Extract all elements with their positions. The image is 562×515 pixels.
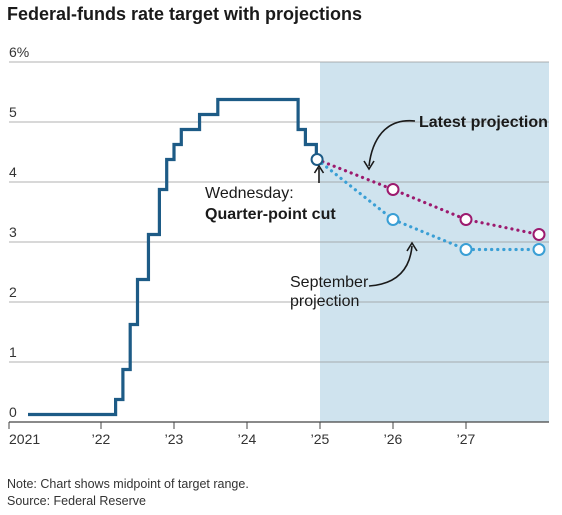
x-tick-label: ’25 — [311, 431, 330, 447]
x-tick-label: ’22 — [92, 431, 111, 447]
chart-source: Source: Federal Reserve — [7, 494, 146, 508]
september-label-line1: September — [290, 274, 369, 291]
chart-title: Federal-funds rate target with projectio… — [7, 4, 363, 24]
y-tick-label: 0 — [9, 404, 17, 420]
chart-plot: 6% 5 4 3 2 1 0 2021 ’22 ’23 ’24 ’25 ’26 ’27 Wednesda… — [8, 44, 549, 447]
grid-lines — [9, 61, 549, 423]
september-projection-arrow — [368, 245, 413, 287]
september-label-line2: projection — [290, 293, 359, 310]
data-point-september — [532, 243, 546, 256]
x-axis: 2021 ’22 ’23 ’24 ’25 ’26 ’27 — [8, 422, 476, 447]
series-layer — [28, 97, 541, 417]
y-tick-label: 5 — [9, 104, 17, 120]
y-tick-label: 2 — [9, 284, 17, 300]
marker-layer — [310, 153, 546, 256]
y-tick-label: 6% — [9, 44, 29, 60]
series-line-actual — [28, 97, 320, 417]
series-line-september — [315, 157, 541, 252]
september-projection-arrowhead — [406, 241, 418, 252]
latest-projection-label: Latest projection — [419, 114, 548, 131]
data-point-current — [310, 153, 324, 166]
cut-annotation-line2: Quarter-point cut — [205, 206, 336, 223]
data-point-september — [386, 213, 400, 226]
latest-projection-arrow — [368, 120, 416, 167]
data-point-latest — [532, 228, 546, 241]
x-tick-label: ’27 — [457, 431, 476, 447]
y-axis: 6% 5 4 3 2 1 0 — [9, 44, 29, 420]
x-tick-label: 2021 — [9, 431, 40, 447]
y-tick-label: 4 — [9, 164, 17, 180]
latest-projection-arrowhead — [363, 160, 375, 171]
data-point-latest — [459, 213, 473, 226]
x-tick-label: ’26 — [384, 431, 403, 447]
y-tick-label: 1 — [9, 344, 17, 360]
data-point-september — [459, 243, 473, 256]
cut-annotation-line1: Wednesday: — [205, 185, 294, 202]
cut-arrowhead — [313, 164, 325, 174]
x-tick-label: ’23 — [165, 431, 184, 447]
chart-note: Note: Chart shows midpoint of target ran… — [7, 477, 249, 491]
annotations: Wednesday: Quarter-point cut Latest proj… — [205, 114, 548, 310]
chart-footer: Note: Chart shows midpoint of target ran… — [7, 476, 249, 510]
y-tick-label: 3 — [9, 224, 17, 240]
series-line-latest — [315, 157, 541, 237]
x-tick-label: ’24 — [238, 431, 257, 447]
data-point-latest — [386, 183, 400, 196]
